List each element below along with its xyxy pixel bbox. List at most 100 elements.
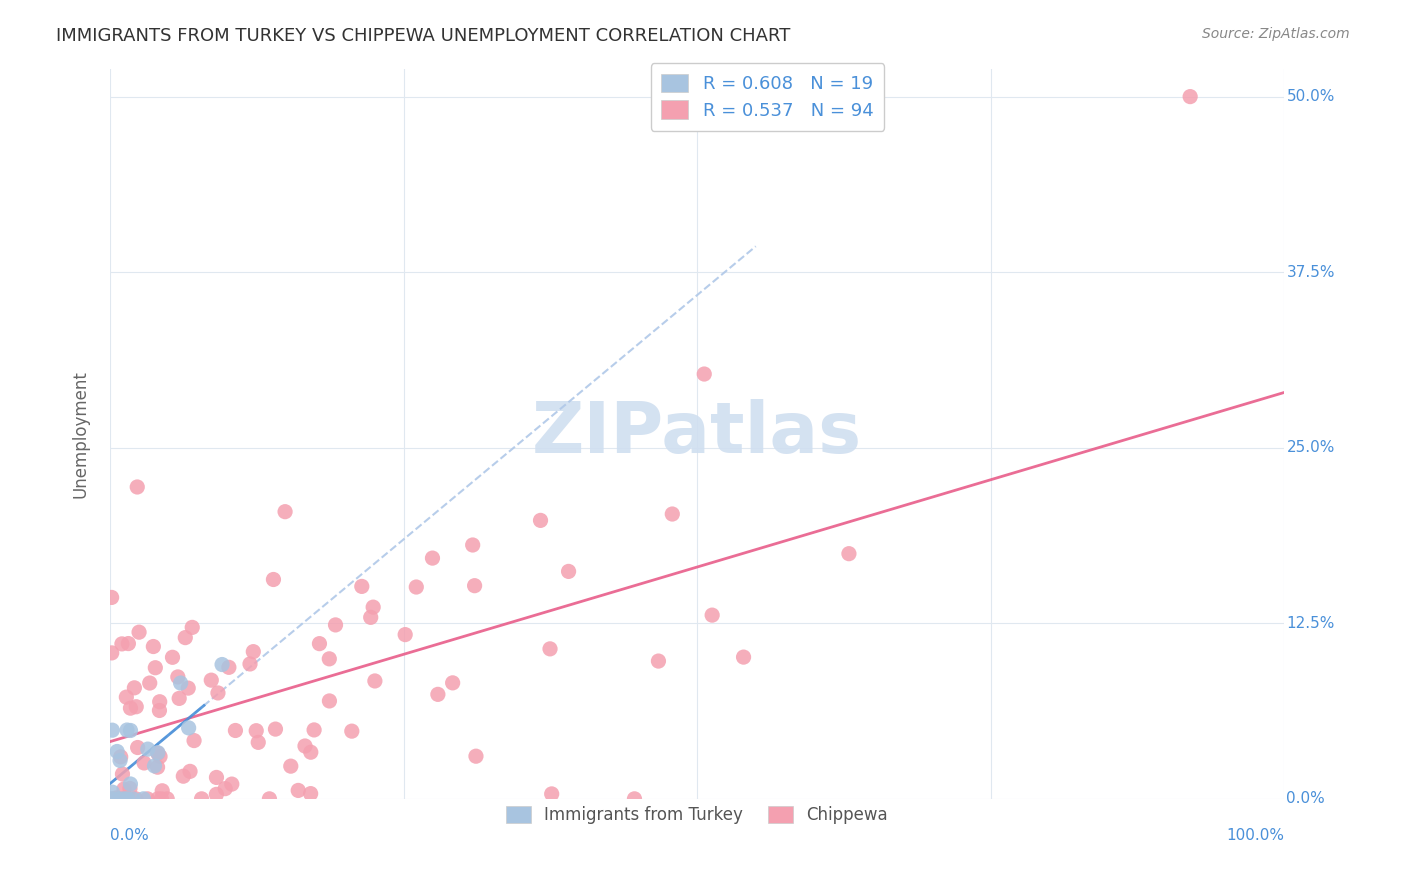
Point [115, 723, 138, 737]
Point [264, 722, 287, 736]
Point [143, 759, 166, 773]
Legend: Immigrants from Turkey, Chippewa: Immigrants from Turkey, Chippewa [496, 797, 898, 834]
Point [136, 742, 159, 756]
Point [364, 673, 387, 688]
Point [138, 676, 160, 690]
Point [426, 687, 449, 701]
Point [242, 645, 264, 659]
Point [200, 673, 222, 688]
Point [464, 579, 486, 593]
Point [465, 749, 488, 764]
Text: 25.0%: 25.0% [1286, 441, 1334, 455]
Point [623, 792, 645, 806]
Point [205, 788, 228, 802]
Point [702, 608, 724, 623]
Point [101, 792, 124, 806]
Point [205, 771, 228, 785]
Point [149, 749, 172, 764]
Point [110, 749, 132, 764]
Text: 12.5%: 12.5% [1286, 615, 1334, 631]
Point [169, 676, 191, 690]
Point [262, 573, 284, 587]
Point [405, 580, 427, 594]
Point [128, 625, 150, 640]
Point [149, 695, 172, 709]
Point [221, 777, 243, 791]
Point [211, 657, 233, 672]
Point [294, 739, 316, 753]
Point [299, 745, 322, 759]
Point [394, 627, 416, 641]
Point [125, 699, 148, 714]
Point [274, 505, 297, 519]
Point [108, 754, 131, 768]
Point [105, 744, 128, 758]
Point [166, 670, 188, 684]
Point [120, 723, 142, 738]
Point [112, 792, 135, 806]
Point [167, 691, 190, 706]
Point [183, 733, 205, 747]
Point [105, 790, 128, 805]
Point [118, 781, 141, 796]
Point [101, 785, 124, 799]
Point [150, 792, 173, 806]
Point [287, 783, 309, 797]
Point [181, 620, 204, 634]
Point [127, 740, 149, 755]
Point [190, 792, 212, 806]
Point [127, 480, 149, 494]
Point [146, 746, 169, 760]
Point [218, 660, 240, 674]
Point [136, 792, 159, 806]
Point [177, 721, 200, 735]
Point [156, 792, 179, 806]
Point [148, 703, 170, 717]
Point [111, 637, 134, 651]
Point [104, 792, 127, 806]
Point [177, 681, 200, 695]
Point [361, 600, 384, 615]
Point [108, 792, 131, 806]
Point [132, 756, 155, 770]
Point [224, 723, 246, 738]
Point [239, 657, 262, 671]
Text: Source: ZipAtlas.com: Source: ZipAtlas.com [1202, 27, 1350, 41]
Text: 0.0%: 0.0% [1286, 791, 1326, 806]
Point [308, 637, 330, 651]
Point [461, 538, 484, 552]
Text: IMMIGRANTS FROM TURKEY VS CHIPPEWA UNEMPLOYMENT CORRELATION CHART: IMMIGRANTS FROM TURKEY VS CHIPPEWA UNEMP… [56, 27, 790, 45]
Point [247, 735, 270, 749]
Point [350, 579, 373, 593]
Point [120, 777, 142, 791]
Point [838, 547, 860, 561]
Point [117, 792, 139, 806]
Point [112, 792, 135, 806]
Text: 37.5%: 37.5% [1286, 265, 1334, 280]
Point [325, 618, 347, 632]
Point [174, 631, 197, 645]
Point [100, 591, 122, 605]
Text: 100.0%: 100.0% [1226, 828, 1284, 843]
Point [143, 661, 166, 675]
Text: 50.0%: 50.0% [1286, 89, 1334, 104]
Point [146, 760, 169, 774]
Text: ZIPatlas: ZIPatlas [531, 400, 862, 468]
Point [100, 646, 122, 660]
Point [120, 701, 142, 715]
Point [245, 723, 267, 738]
Point [98, 792, 121, 806]
Point [179, 764, 201, 779]
Point [125, 792, 148, 806]
Point [162, 650, 184, 665]
Point [121, 792, 143, 806]
Point [142, 640, 165, 654]
Point [207, 686, 229, 700]
Point [647, 654, 669, 668]
Point [529, 513, 551, 527]
Point [693, 367, 716, 381]
Text: 0.0%: 0.0% [110, 828, 149, 843]
Point [733, 650, 755, 665]
Point [111, 767, 134, 781]
Point [132, 792, 155, 806]
